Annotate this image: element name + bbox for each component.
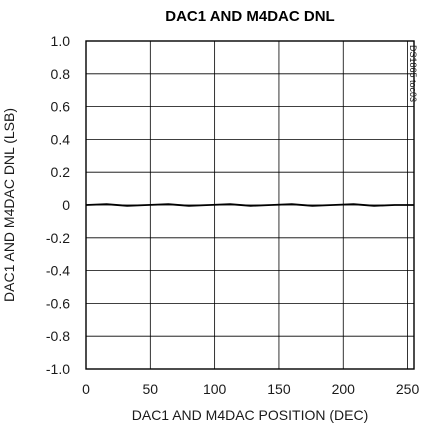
x-axis-label: DAC1 AND M4DAC POSITION (DEC) [132, 407, 368, 423]
y-axis-ticks: 1.0 0.8 0.6 0.4 0.2 0 -0.2 -0.4 -0.6 -0.8 -1.0 [46, 33, 70, 377]
y-axis-label: DAC1 AND M4DAC DNL (LSB) [1, 108, 17, 302]
y-tick-label: 0.6 [51, 99, 71, 115]
x-tick-label: 200 [332, 381, 356, 397]
y-tick-label: -1.0 [46, 361, 70, 377]
x-tick-label: 100 [203, 381, 227, 397]
x-axis-ticks: 0 50 100 150 200 250 [82, 381, 419, 397]
y-tick-label: -0.6 [46, 295, 70, 311]
y-tick-label: 0 [62, 197, 70, 213]
y-tick-label: 0.4 [51, 131, 71, 147]
x-tick-label: 0 [82, 381, 90, 397]
chart-title: DAC1 AND M4DAC DNL [165, 8, 334, 25]
y-tick-label: -0.2 [46, 230, 70, 246]
y-tick-label: -0.4 [46, 263, 70, 279]
x-tick-label: 250 [396, 381, 420, 397]
y-tick-label: 0.2 [51, 164, 71, 180]
x-tick-label: 150 [267, 381, 291, 397]
y-tick-label: -0.8 [46, 328, 70, 344]
series-layer [85, 203, 414, 207]
y-tick-label: 0.8 [51, 66, 71, 82]
figure-code: DS1865 toc03 [408, 45, 418, 102]
plot-frame [85, 40, 415, 370]
y-tick-label: 1.0 [51, 33, 71, 49]
x-tick-label: 50 [143, 381, 159, 397]
dnl-series-line [85, 203, 414, 207]
